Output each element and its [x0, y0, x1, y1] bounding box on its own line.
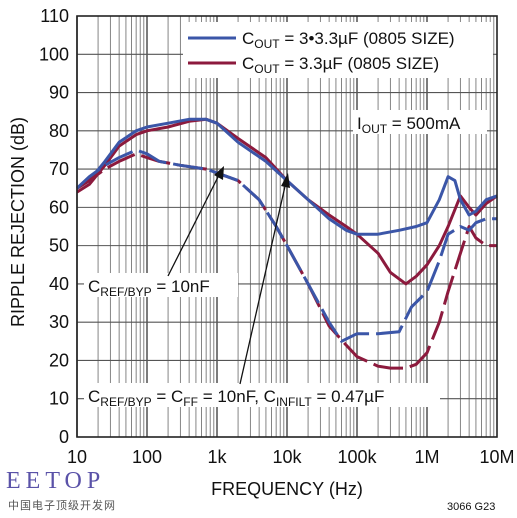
x-tick-label: 1k: [207, 447, 227, 467]
series-line-2: [76, 152, 497, 370]
x-tick-label: 100: [132, 447, 162, 467]
label-text: C: [242, 54, 254, 73]
y-axis-label: RIPPLE REJECTION (dB): [8, 117, 28, 327]
y-tick-label: 30: [49, 312, 69, 332]
label-text: = 10nF, C: [198, 387, 276, 406]
label-text: C: [88, 387, 100, 406]
eetop-watermark-tagline: 中国电子顶级开发网: [8, 499, 116, 512]
series-line-1: [76, 117, 498, 236]
annotation-ref-ff-infilt-label: CREF/BYP = CFF = 10nF, CINFILT = 0.47µF: [88, 387, 384, 409]
y-tick-label: 0: [59, 427, 69, 447]
subscript-text: FF: [183, 395, 198, 409]
figure-id: 3066 G23: [447, 501, 496, 513]
annotation-ref-ff-infilt-background: [84, 383, 440, 407]
condition-label-group: IOUT = 500mA: [353, 110, 487, 136]
x-axis-label: FREQUENCY (Hz): [211, 479, 363, 499]
legend: COUT = 3•3.3µF (0805 SIZE) COUT = 3.3µF …: [183, 22, 493, 78]
label-text: = 0.47µF: [312, 387, 385, 406]
y-tick-label: 10: [49, 389, 69, 409]
subscript-text: OUT: [254, 62, 280, 76]
x-tick-label: 10M: [479, 447, 514, 467]
subscript-text: REF/BYP: [100, 395, 151, 409]
annotation-ref-byp-arrow: [167, 172, 221, 277]
series-layer: [75, 117, 498, 370]
x-tick-label: 10k: [272, 447, 302, 467]
y-tick-label: 100: [39, 44, 69, 64]
label-text: C: [242, 29, 254, 48]
plot-frame: [76, 15, 498, 438]
annotation-ref-ff-infilt: CREF/BYP = CFF = 10nF, CINFILT = 0.47µF: [84, 173, 440, 409]
subscript-text: OUT: [254, 37, 280, 51]
y-tick-label: 40: [49, 274, 69, 294]
y-tick-label: 80: [49, 121, 69, 141]
label-text: I: [357, 114, 362, 133]
eetop-watermark-logo: EETOP: [6, 468, 106, 494]
annotation-ref-byp-background: [84, 273, 238, 297]
series-line-0: [76, 117, 498, 286]
condition-label-background: [353, 110, 487, 134]
annotation-ref-byp-arrowhead: [214, 166, 224, 180]
condition-label: IOUT = 500mA: [357, 114, 461, 136]
plot-border: [76, 15, 498, 438]
label-text: = 500mA: [387, 114, 461, 133]
subscript-text: OUT: [362, 122, 388, 136]
annotation-ref-byp-label: CREF/BYP = 10nF: [88, 277, 210, 299]
annotation-ref-byp: CREF/BYP = 10nF: [84, 166, 238, 299]
x-tick-label: 1M: [414, 447, 439, 467]
y-tick-label: 20: [49, 350, 69, 370]
subscript-text: REF/BYP: [100, 285, 151, 299]
label-text: = 3.3µF (0805 SIZE): [280, 54, 440, 73]
annotation-ref-ff-infilt-arrowhead: [281, 173, 290, 188]
y-tick-label: 50: [49, 236, 69, 256]
legend-background: [183, 22, 493, 78]
subscript-text: INFILT: [276, 395, 312, 409]
label-text: C: [88, 277, 100, 296]
y-tick-label: 90: [49, 83, 69, 103]
label-text: = 3•3.3µF (0805 SIZE): [280, 29, 455, 48]
y-tick-label: 60: [49, 197, 69, 217]
y-tick-label: 110: [40, 6, 69, 26]
annotation-ref-ff-infilt-arrow: [239, 181, 287, 385]
label-text: = 10nF: [152, 277, 210, 296]
series-line-3: [75, 148, 497, 343]
y-tick-label: 70: [49, 159, 69, 179]
grid-layer: [76, 15, 497, 438]
x-tick-label: 10: [67, 447, 87, 467]
legend-entry-3x3p3uf: COUT = 3•3.3µF (0805 SIZE): [242, 29, 455, 51]
x-tick-label: 100k: [337, 447, 377, 467]
legend-entry-3p3uf: COUT = 3.3µF (0805 SIZE): [242, 54, 439, 76]
label-text: = C: [152, 387, 184, 406]
